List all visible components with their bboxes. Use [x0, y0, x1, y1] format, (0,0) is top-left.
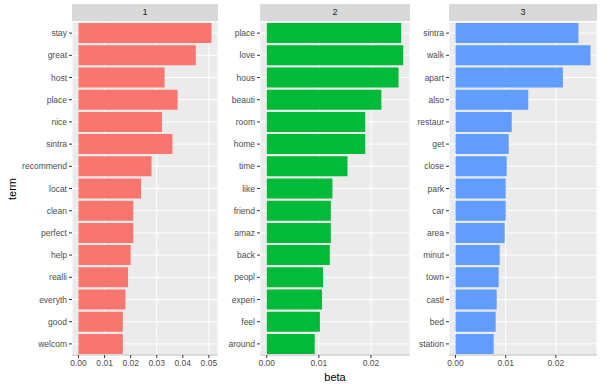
html-text:2: 2: [332, 7, 338, 17]
svg-text:great: great: [48, 50, 68, 60]
svg-text:beauti: beauti: [232, 95, 255, 105]
svg-text:perfect: perfect: [41, 228, 68, 238]
svg-text:everyth: everyth: [39, 295, 67, 305]
svg-text:friend: friend: [234, 206, 256, 216]
svg-text:area: area: [427, 228, 444, 238]
svg-text:0.02: 0.02: [548, 358, 565, 368]
svg-text:sintra: sintra: [46, 139, 67, 149]
svg-text:stay: stay: [51, 28, 67, 38]
html-text:term: term: [6, 177, 18, 200]
html-text:beta: beta: [324, 371, 346, 383]
svg-text:park: park: [427, 184, 444, 194]
svg-text:welcom: welcom: [37, 339, 67, 349]
svg-text:recommend: recommend: [22, 161, 67, 171]
svg-text:bed: bed: [430, 317, 444, 327]
svg-text:walk: walk: [426, 50, 445, 60]
svg-text:apart: apart: [425, 73, 445, 83]
svg-text:amaz: amaz: [234, 228, 255, 238]
svg-text:back: back: [237, 250, 256, 260]
svg-text:get: get: [432, 139, 444, 149]
svg-text:good: good: [48, 317, 67, 327]
svg-text:restaur: restaur: [418, 117, 445, 127]
svg-text:0.01: 0.01: [311, 358, 328, 368]
svg-text:around: around: [229, 339, 256, 349]
svg-text:0.02: 0.02: [363, 358, 380, 368]
svg-text:help: help: [51, 250, 67, 260]
svg-text:feel: feel: [241, 317, 255, 327]
svg-text:castl: castl: [427, 295, 445, 305]
svg-text:time: time: [239, 161, 255, 171]
svg-text:sintra: sintra: [423, 28, 444, 38]
svg-text:also: also: [428, 95, 444, 105]
svg-text:0.05: 0.05: [201, 358, 218, 368]
svg-text:realli: realli: [49, 272, 67, 282]
svg-text:0.04: 0.04: [175, 358, 192, 368]
svg-text:minut: minut: [423, 250, 444, 260]
svg-text:hous: hous: [237, 73, 255, 83]
svg-text:room: room: [236, 117, 255, 127]
svg-text:clean: clean: [47, 206, 68, 216]
html-text:1: 1: [142, 7, 148, 17]
svg-text:close: close: [424, 161, 444, 171]
svg-text:station: station: [419, 339, 444, 349]
svg-text:place: place: [47, 95, 68, 105]
svg-text:locat: locat: [49, 184, 68, 194]
svg-text:like: like: [242, 184, 255, 194]
svg-text:nice: nice: [51, 117, 67, 127]
svg-text:host: host: [51, 73, 68, 83]
svg-text:experi: experi: [232, 295, 255, 305]
svg-text:0.01: 0.01: [497, 358, 514, 368]
svg-text:0.00: 0.00: [258, 358, 275, 368]
svg-text:0.00: 0.00: [70, 358, 87, 368]
svg-text:car: car: [432, 206, 444, 216]
svg-text:peopl: peopl: [234, 272, 255, 282]
svg-text:0.02: 0.02: [122, 358, 139, 368]
html-text:3: 3: [520, 7, 526, 17]
svg-text:0.03: 0.03: [148, 358, 165, 368]
svg-text:place: place: [235, 28, 256, 38]
svg-text:town: town: [426, 272, 444, 282]
svg-text:love: love: [239, 50, 255, 60]
svg-text:home: home: [234, 139, 256, 149]
svg-text:0.00: 0.00: [447, 358, 464, 368]
svg-text:0.01: 0.01: [96, 358, 113, 368]
